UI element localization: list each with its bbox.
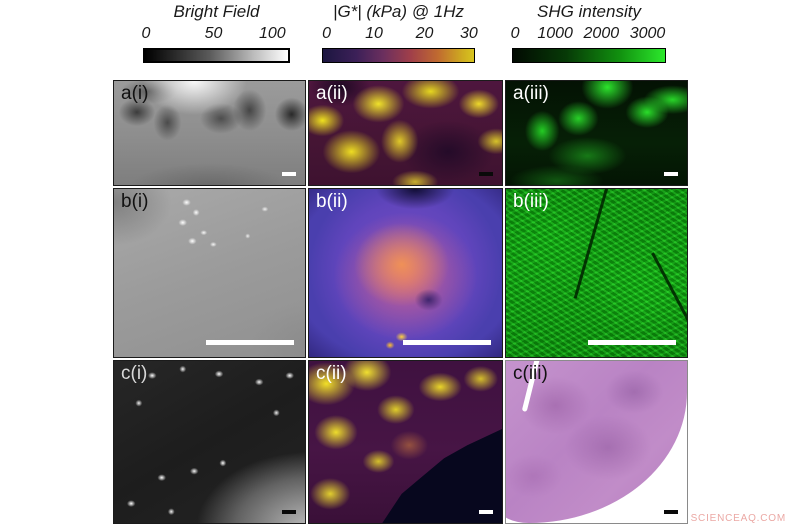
panel-c-ii-stiffness-map: c(ii) (308, 360, 503, 524)
colorbar-title: |G*| (kPa) @ 1Hz (333, 2, 464, 21)
panel-label: b(ii) (316, 191, 348, 212)
tissue-crack-line (574, 189, 611, 299)
colorbar-ticks: 0 50 100 (141, 25, 290, 45)
colorbar-tick: 20 (415, 25, 434, 42)
panel-label: a(iii) (513, 83, 549, 104)
panel-label: b(iii) (513, 191, 549, 212)
panel-label: a(ii) (316, 83, 348, 104)
panel-b-i-brightfield: b(i) (113, 188, 306, 358)
panel-label: a(i) (121, 83, 149, 104)
colorbar-tick: 1000 (537, 25, 573, 42)
colorbar-ticks: 0 10 20 30 (322, 25, 478, 45)
watermark: SCIENCEAQ.COM (690, 513, 786, 524)
panel-c-i-brightfield: c(i) (113, 360, 306, 524)
colorbar-title: SHG intensity (537, 2, 641, 21)
void-region (382, 429, 502, 523)
panel-label: c(iii) (513, 363, 548, 384)
panel-c-iii-histology: c(iii) (505, 360, 688, 524)
panel-b-ii-stiffness-map: b(ii) (308, 188, 503, 358)
colorbar-tick: 30 (459, 25, 478, 42)
panel-a-i-brightfield: a(i) (113, 80, 306, 186)
colorbar-stiffness: |G*| (kPa) @ 1Hz 0 10 20 30 (322, 2, 478, 66)
colorbar-tick: 100 (259, 25, 286, 42)
colorbar-tick: 0 (510, 25, 520, 42)
colorbar-tick: 10 (365, 25, 383, 42)
panel-a-iii-shg: a(iii) (505, 80, 688, 186)
panel-label: c(ii) (316, 363, 347, 384)
colorbar-tick: 50 (204, 25, 223, 42)
colorbar-gradient (322, 48, 475, 63)
scale-bar (206, 340, 294, 345)
colorbar-tick: 0 (322, 25, 332, 42)
scale-bar (403, 340, 491, 345)
colorbar-gradient (143, 48, 290, 63)
colorbar-gradient (512, 48, 666, 63)
panel-b-iii-shg: b(iii) (505, 188, 688, 358)
colorbar-shg: SHG intensity 0 1000 2000 3000 (510, 2, 666, 66)
colorbar-bright-field: Bright Field 0 50 100 (141, 2, 290, 66)
scale-bar (588, 340, 676, 345)
colorbar-title: Bright Field (173, 2, 260, 21)
colorbar-tick: 3000 (629, 25, 666, 42)
panel-a-ii-stiffness-map: a(ii) (308, 80, 503, 186)
panel-label: c(i) (121, 363, 148, 384)
scale-bar (664, 172, 678, 176)
scale-bar (664, 510, 678, 514)
colorbar-tick: 2000 (583, 25, 620, 42)
panel-grid: a(i) a(ii) a(iii) b(i) b(ii) b(iii) c(i) (113, 80, 688, 524)
colorbar-ticks: 0 1000 2000 3000 (510, 25, 666, 45)
scale-bar (282, 172, 296, 176)
panel-label: b(i) (121, 191, 149, 212)
scale-bar (479, 172, 493, 176)
scale-bar (282, 510, 296, 514)
colorbar-tick: 0 (141, 25, 151, 42)
scale-bar (479, 510, 493, 514)
